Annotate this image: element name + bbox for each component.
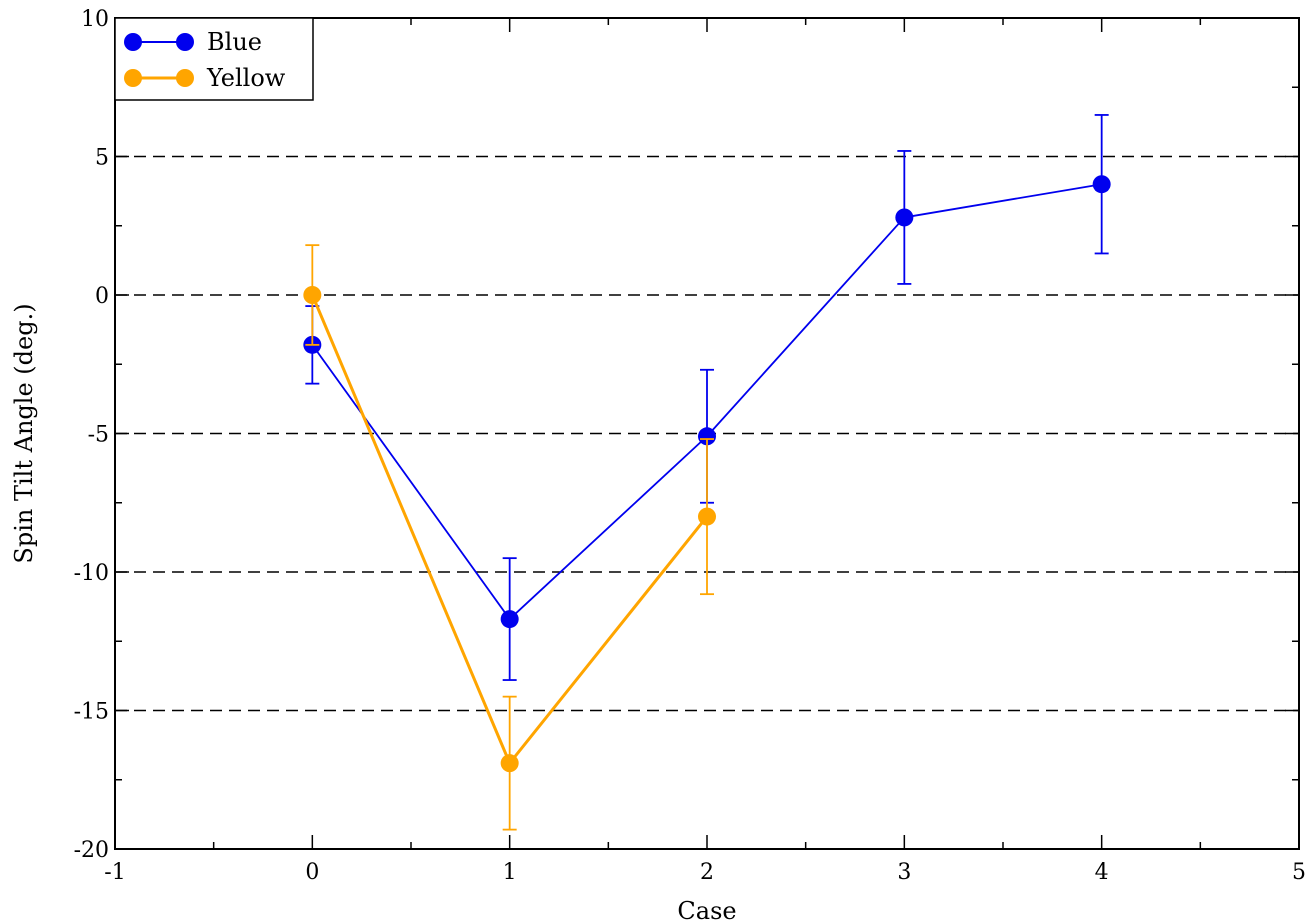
- series-yellow: [303, 244, 716, 831]
- y-tick-label: -5: [88, 423, 109, 448]
- y-tick-label: 5: [95, 146, 109, 171]
- x-tick-label: 3: [897, 860, 911, 885]
- legend-item: Blue: [124, 28, 262, 56]
- y-tick-label: -15: [74, 700, 109, 725]
- y-tick-label: 10: [81, 7, 109, 32]
- x-tick-label: 0: [305, 860, 319, 885]
- y-tick-label: 0: [95, 284, 109, 309]
- x-axis-title: Case: [677, 897, 736, 924]
- x-tick-label: -1: [104, 860, 125, 885]
- legend-label: Yellow: [206, 64, 286, 92]
- data-point: [895, 208, 914, 227]
- plot-frame: [114, 17, 1300, 850]
- x-tick-label: 5: [1292, 860, 1306, 885]
- legend-label: Blue: [207, 28, 262, 56]
- x-tick-label: 4: [1095, 860, 1109, 885]
- data-point: [1092, 175, 1111, 194]
- series-line: [310, 294, 709, 765]
- legend: Blue Yellow: [114, 17, 314, 101]
- x-tick-label: 1: [503, 860, 517, 885]
- series-group: [303, 114, 1111, 831]
- legend-marker: [176, 69, 194, 87]
- data-point: [698, 427, 716, 446]
- x-tick-label: 2: [700, 860, 714, 885]
- y-tick-label: -20: [74, 838, 109, 863]
- legend-item: Yellow: [124, 64, 286, 92]
- legend-marker: [124, 69, 142, 87]
- data-point: [500, 610, 519, 629]
- data-point: [698, 507, 716, 526]
- data-point: [303, 286, 322, 304]
- legend-box: [114, 17, 314, 101]
- series-blue: [303, 114, 1111, 681]
- legend-marker: [176, 33, 194, 51]
- legend-marker: [124, 33, 142, 51]
- y-axis-title: Spin Tilt Angle (deg.): [10, 303, 38, 563]
- data-point: [500, 754, 519, 773]
- y-tick-label: -10: [74, 561, 109, 586]
